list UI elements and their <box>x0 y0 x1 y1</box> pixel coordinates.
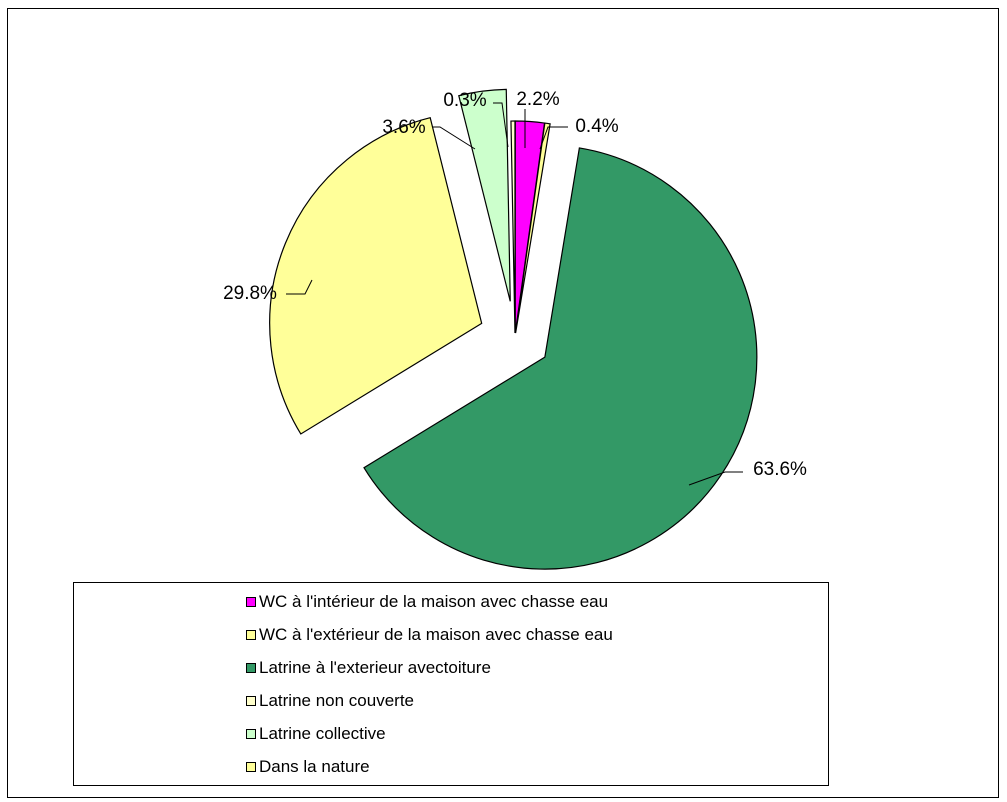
legend-item: WC à l'intérieur de la maison avec chass… <box>246 591 608 613</box>
legend-item: Latrine non couverte <box>246 690 414 712</box>
data-label: 29.8% <box>223 283 277 304</box>
pie-slice <box>515 122 551 334</box>
legend-label: Latrine non couverte <box>259 691 414 710</box>
legend-swatch <box>246 696 256 706</box>
data-label: 0.3% <box>443 90 486 111</box>
data-label: 0.4% <box>575 116 618 137</box>
legend-item: Dans la nature <box>246 756 370 778</box>
legend-item: Latrine à l'exterieur avectoiture <box>246 657 491 679</box>
legend-label: Latrine à l'exterieur avectoiture <box>259 658 491 677</box>
leader-line <box>493 102 509 148</box>
legend-label: WC à l'extérieur de la maison avec chass… <box>259 625 613 644</box>
data-label: 3.6% <box>382 117 425 138</box>
legend-swatch <box>246 762 256 772</box>
legend: WC à l'intérieur de la maison avec chass… <box>73 582 829 786</box>
pie-slice <box>363 147 758 570</box>
data-label: 2.2% <box>516 89 559 110</box>
pie-slice <box>269 116 483 435</box>
leader-line <box>432 126 476 150</box>
pie-slice <box>458 88 511 302</box>
data-label: 63.6% <box>753 459 807 480</box>
legend-swatch <box>246 630 256 640</box>
legend-label: Latrine collective <box>259 724 386 743</box>
legend-label: WC à l'intérieur de la maison avec chass… <box>259 592 609 611</box>
leader-line <box>539 126 568 150</box>
legend-item: WC à l'extérieur de la maison avec chass… <box>246 624 613 646</box>
legend-swatch <box>246 597 256 607</box>
leader-line <box>688 471 743 486</box>
legend-label: Dans la nature <box>259 757 370 776</box>
pie-slice <box>510 120 516 334</box>
leader-line <box>286 279 313 295</box>
legend-swatch <box>246 663 256 673</box>
legend-item: Latrine collective <box>246 723 386 745</box>
legend-swatch <box>246 729 256 739</box>
